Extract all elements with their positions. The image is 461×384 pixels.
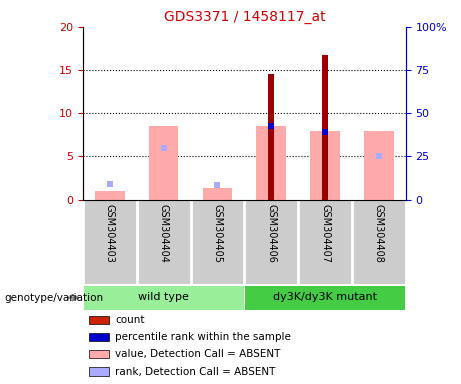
Text: wild type: wild type (138, 292, 189, 302)
Text: percentile rank within the sample: percentile rank within the sample (115, 332, 291, 342)
Bar (89, 316, 109, 324)
Text: genotype/variation: genotype/variation (5, 293, 104, 303)
Bar (268, 74, 274, 200)
Text: count: count (115, 314, 145, 325)
Bar (149, 126, 178, 200)
Text: GSM304405: GSM304405 (213, 204, 223, 263)
Text: GSM304403: GSM304403 (105, 204, 115, 263)
Bar (89, 333, 109, 341)
Bar (89, 367, 109, 376)
Text: value, Detection Call = ABSENT: value, Detection Call = ABSENT (115, 349, 281, 359)
Text: GSM304406: GSM304406 (266, 204, 276, 263)
Text: GSM304407: GSM304407 (320, 204, 330, 263)
Text: rank, Detection Call = ABSENT: rank, Detection Call = ABSENT (115, 366, 276, 377)
Bar (310, 131, 340, 200)
Title: GDS3371 / 1458117_at: GDS3371 / 1458117_at (164, 10, 325, 25)
Bar (322, 55, 328, 200)
Bar (256, 126, 286, 200)
Bar (203, 189, 232, 200)
Bar (245, 286, 405, 310)
Bar (83, 286, 244, 310)
Text: GSM304408: GSM304408 (374, 204, 384, 263)
Bar (95, 191, 124, 200)
Text: GSM304404: GSM304404 (159, 204, 169, 263)
Text: dy3K/dy3K mutant: dy3K/dy3K mutant (273, 292, 377, 302)
Bar (364, 131, 394, 200)
Bar (89, 350, 109, 358)
